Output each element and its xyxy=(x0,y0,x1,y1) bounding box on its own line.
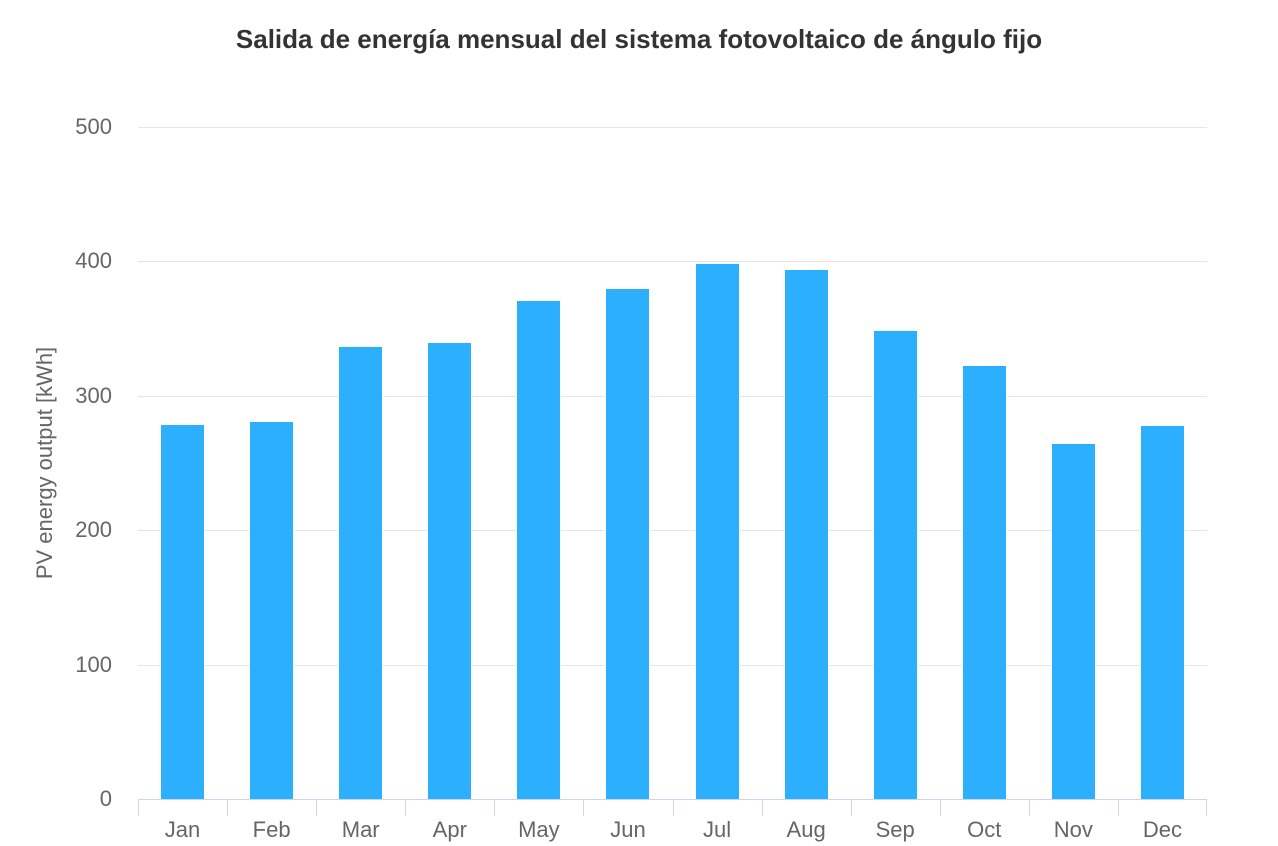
x-label-may: May xyxy=(518,817,560,842)
y-tick-label-0: 0 xyxy=(99,786,112,811)
x-axis-tick xyxy=(316,800,317,816)
x-axis-tick xyxy=(940,800,941,816)
y-tick-label-200: 200 xyxy=(75,517,112,543)
y-tick-label-100: 100 xyxy=(75,651,112,677)
y-axis-labels: 0 100 200 300 400 500 xyxy=(0,116,112,810)
x-label-apr: Apr xyxy=(432,817,467,842)
bar-jul[interactable] xyxy=(694,262,740,799)
x-axis-tick xyxy=(227,800,228,816)
bar-sep[interactable] xyxy=(872,329,918,799)
y-tick-label-400: 400 xyxy=(75,248,112,274)
x-label-jan: Jan xyxy=(164,817,201,842)
bar-may[interactable] xyxy=(516,300,562,799)
bar-dec[interactable] xyxy=(1139,425,1185,799)
x-label-oct: Oct xyxy=(967,817,1002,842)
x-label-aug: Aug xyxy=(786,817,826,842)
bar-aug[interactable] xyxy=(783,269,829,799)
x-axis-tick xyxy=(583,800,584,816)
bar-jan[interactable] xyxy=(160,424,206,799)
bar-apr[interactable] xyxy=(427,342,473,799)
x-axis-tick xyxy=(1118,800,1119,816)
x-label-jun: Jun xyxy=(610,817,646,842)
x-axis-tick xyxy=(673,800,674,816)
x-axis-tick xyxy=(405,800,406,816)
x-axis-labels: Jan Feb Mar Apr May Jun Jul Aug Sep Oct Nov Dec xyxy=(138,818,1207,844)
gridline-300 xyxy=(138,395,1207,397)
gridline-400 xyxy=(138,261,1207,263)
x-axis-tick xyxy=(494,800,495,816)
y-tick-label-500: 500 xyxy=(75,114,112,139)
gridline-500 xyxy=(138,127,1207,128)
x-axis-ticks xyxy=(138,800,1207,816)
bar-mar[interactable] xyxy=(338,346,384,799)
bar-oct[interactable] xyxy=(961,364,1007,799)
x-axis-tick xyxy=(762,800,763,816)
x-axis-tick xyxy=(138,800,139,816)
chart-title: Salida de energía mensual del sistema fo… xyxy=(235,24,1043,54)
plot-area xyxy=(138,127,1207,800)
x-axis-tick xyxy=(1029,800,1030,816)
x-label-sep: Sep xyxy=(875,817,915,842)
x-label-dec: Dec xyxy=(1142,817,1182,842)
x-label-mar: Mar xyxy=(341,817,380,842)
x-label-nov: Nov xyxy=(1053,817,1093,842)
x-axis-tick xyxy=(1206,800,1207,816)
gridline-200 xyxy=(138,530,1207,532)
y-tick-label-300: 300 xyxy=(75,382,112,408)
bar-jun[interactable] xyxy=(605,288,651,799)
x-label-feb: Feb xyxy=(252,817,291,842)
x-axis-tick xyxy=(851,800,852,816)
x-label-jul: Jul xyxy=(702,817,732,842)
gridline-100 xyxy=(138,664,1207,666)
bar-nov[interactable] xyxy=(1050,442,1096,799)
bar-feb[interactable] xyxy=(249,421,295,799)
